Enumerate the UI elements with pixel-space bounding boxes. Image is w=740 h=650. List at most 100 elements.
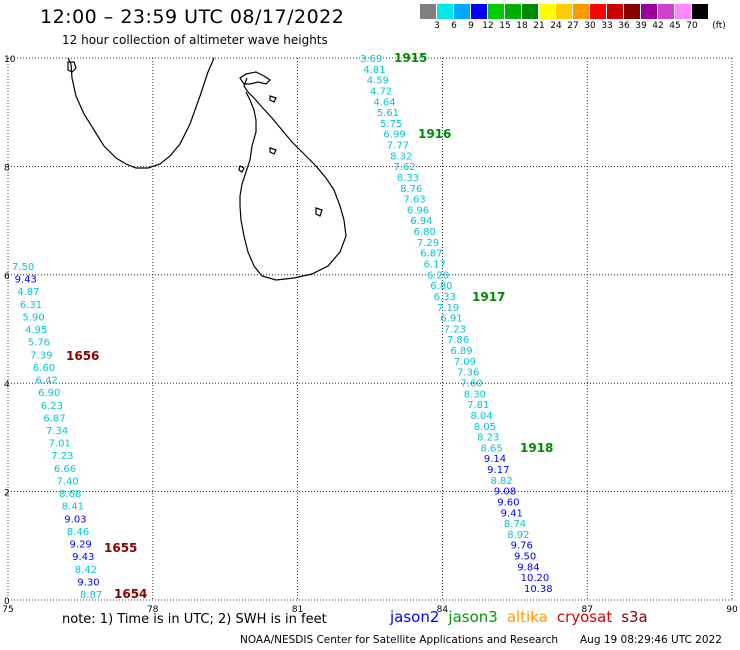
swh-value: 7.60 — [460, 378, 482, 389]
legend-label: 12 — [482, 21, 494, 31]
x-tick-label: 90 — [726, 605, 738, 615]
swh-value: 8.68 — [59, 489, 81, 500]
legend-label: 15 — [499, 21, 511, 31]
legend-swatch — [573, 4, 590, 19]
legend-label: 3 — [434, 21, 440, 31]
swh-value: 4.95 — [25, 325, 47, 336]
swh-value: 8.33 — [397, 173, 419, 184]
swh-value: 10.38 — [524, 584, 553, 595]
y-tick-label: 4 — [4, 380, 10, 390]
x-tick-label: 84 — [437, 605, 449, 615]
legend-label: 36 — [618, 21, 630, 31]
swh-value: 6.80 — [414, 227, 436, 238]
swh-value: 7.77 — [387, 141, 409, 152]
swh-value: 6.91 — [440, 314, 462, 325]
swh-value: 9.03 — [64, 514, 86, 525]
grid-lines — [7, 57, 733, 601]
swh-value: 7.39 — [30, 350, 52, 361]
swh-value: 8.92 — [507, 530, 529, 541]
sri-lanka-island — [239, 77, 347, 281]
legend-label: 70 — [686, 21, 698, 31]
swh-value: 9.43 — [72, 552, 94, 563]
swh-value: 8.30 — [464, 389, 486, 400]
swh-value: 7.81 — [467, 400, 489, 411]
swh-value: 6.90 — [38, 388, 60, 399]
swh-value: 5.76 — [28, 338, 50, 349]
swh-value: 8.65 — [480, 443, 502, 454]
swh-value: 7.86 — [447, 335, 469, 346]
swh-value: 7.19 — [437, 303, 459, 314]
swh-value: 6.33 — [434, 292, 456, 303]
x-tick-label: 78 — [147, 605, 159, 615]
legend-label: 33 — [601, 21, 613, 31]
legend-swatch — [624, 4, 641, 19]
legend-label: 21 — [533, 21, 545, 31]
legend-label: 9 — [468, 21, 474, 31]
swh-value: 9.17 — [487, 465, 509, 476]
swh-value: 5.90 — [22, 312, 44, 323]
swh-value: 7.23 — [51, 451, 73, 462]
swh-value: 10.20 — [521, 573, 550, 584]
swh-value: 9.08 — [494, 487, 516, 498]
swh-value: 8.46 — [67, 527, 89, 538]
swh-value: 7.50 — [12, 262, 34, 273]
x-tick-label: 81 — [292, 605, 303, 615]
pass-time-label: 1915 — [394, 51, 427, 65]
pass-time-labels: 1915 1916 1917 1918 1656 1655 1654 — [66, 51, 553, 601]
satellite-name: jason3 — [448, 608, 498, 626]
india-coastline — [67, 57, 215, 169]
color-legend: 3 6 9 12 15 18 21 24 27 30 33 36 39 42 45 70 (ft) — [420, 4, 740, 33]
swh-value: 9.60 — [497, 497, 519, 508]
legend-swatch — [607, 4, 624, 19]
pass-time-label: 1916 — [418, 127, 451, 141]
legend-label: 24 — [550, 21, 562, 31]
swh-value: 8.05 — [474, 422, 496, 433]
legend-swatch — [641, 4, 658, 19]
swh-value: 6.89 — [450, 346, 472, 357]
page-subtitle: 12 hour collection of altimeter wave hei… — [62, 33, 328, 47]
swh-value: 3.69 — [360, 54, 382, 65]
legend-swatch — [692, 4, 709, 19]
small-island — [238, 165, 245, 173]
legend-swatch — [590, 4, 607, 19]
swh-value: 9.43 — [15, 275, 37, 286]
legend-swatch — [522, 4, 539, 19]
swh-value: 8.41 — [62, 502, 84, 513]
satellite-name: jason2 — [390, 608, 440, 626]
jaffna-peninsula — [239, 71, 271, 85]
swh-value: 7.29 — [417, 238, 439, 249]
legend-swatch — [488, 4, 505, 19]
legend-label: 6 — [451, 21, 457, 31]
swh-value: 4.87 — [17, 287, 39, 298]
swh-value: 6.87 — [43, 413, 65, 424]
swh-value: 8.23 — [477, 433, 499, 444]
swh-value: 4.64 — [373, 97, 395, 108]
swh-value: 7.23 — [444, 324, 466, 335]
sri-lanka-coastline — [67, 57, 347, 281]
x-tick-label: 87 — [581, 605, 592, 615]
small-island — [67, 61, 77, 73]
swh-value: 8.42 — [75, 565, 97, 576]
legend-labels: 3 6 9 12 15 18 21 24 27 30 33 36 39 42 45 70 (ft) — [420, 19, 740, 33]
swh-value: 9.84 — [517, 562, 539, 573]
swh-value: 6.87 — [420, 249, 442, 260]
swh-value: 4.59 — [367, 76, 389, 87]
swh-value: 6.96 — [407, 205, 429, 216]
swh-value: 8.76 — [400, 184, 422, 195]
small-island — [315, 207, 323, 217]
swh-value: 7.01 — [49, 439, 71, 450]
swh-value: 6.42 — [36, 376, 58, 387]
legend-label: 45 — [669, 21, 681, 31]
swh-value: 8.04 — [470, 411, 492, 422]
legend-unit: (ft) — [712, 21, 726, 31]
legend-label: 27 — [567, 21, 579, 31]
legend-label: 39 — [635, 21, 647, 31]
pass-time-label: 1656 — [66, 349, 99, 363]
swh-value: 7.62 — [393, 162, 415, 173]
legend-swatch — [471, 4, 488, 19]
swh-value: 9.41 — [501, 508, 523, 519]
pass-time-label: 1918 — [520, 441, 553, 455]
small-island — [269, 147, 277, 155]
legend-label: 18 — [516, 21, 528, 31]
